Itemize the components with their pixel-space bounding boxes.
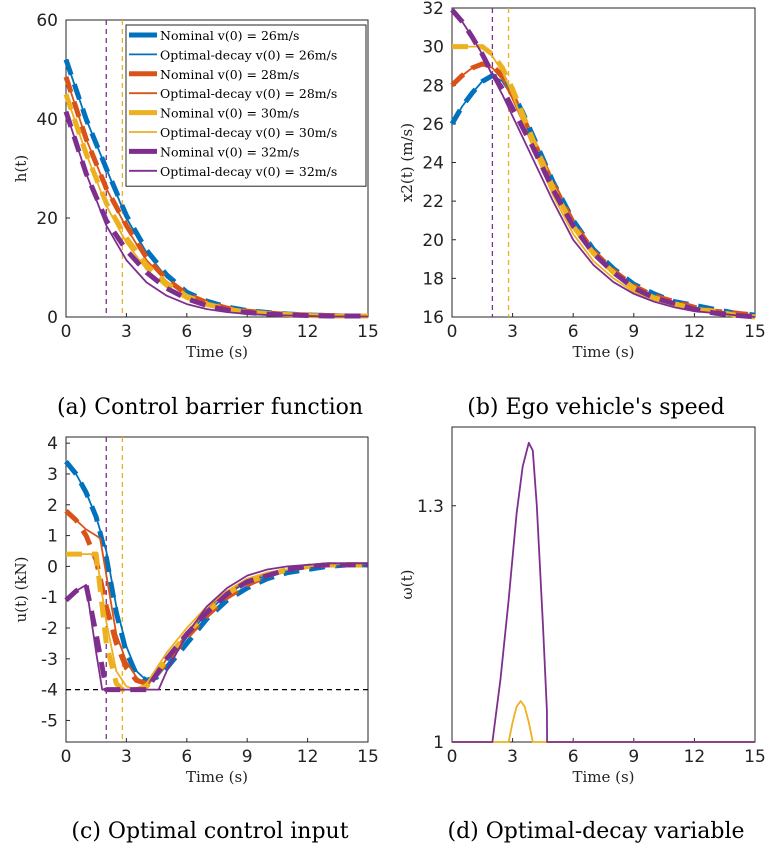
legend-box bbox=[125, 24, 367, 187]
y-tick-label: 32 bbox=[422, 0, 444, 19]
x-tick-label: 6 bbox=[181, 322, 192, 342]
y-tick-label: 22 bbox=[422, 192, 444, 212]
x-tick-label: 0 bbox=[61, 747, 72, 767]
y-tick-label: 60 bbox=[36, 11, 58, 31]
x-axis-label: Time (s) bbox=[186, 768, 248, 786]
y-tick-label: -2 bbox=[41, 619, 58, 639]
x-tick-label: 15 bbox=[744, 747, 766, 767]
series-line-blue-nominal bbox=[449, 73, 756, 318]
y-tick-label: 20 bbox=[422, 231, 444, 251]
x-axis-label: Time (s) bbox=[572, 768, 634, 786]
legend-label: Nominal v(0) = 26m/s bbox=[160, 28, 299, 43]
x-tick-label: 6 bbox=[568, 322, 579, 342]
y-tick-label: 24 bbox=[422, 154, 444, 174]
x-tick-label: 15 bbox=[357, 747, 379, 767]
y-tick-label: 2 bbox=[47, 496, 58, 516]
x-tick-label: 0 bbox=[61, 322, 72, 342]
y-tick-label: 1.3 bbox=[417, 497, 444, 517]
x-tick-label: 12 bbox=[684, 747, 706, 767]
series-line-purple-optimal bbox=[65, 111, 368, 318]
x-tick-label: 9 bbox=[242, 322, 253, 342]
x-tick-label: 3 bbox=[507, 322, 518, 342]
series-line-blue-nominal bbox=[64, 460, 368, 683]
x-tick-label: 0 bbox=[447, 322, 458, 342]
x-tick-label: 3 bbox=[121, 322, 132, 342]
panel-a-chart: 0 3 6 9 12 15 0 20 40 60 Time (s) h(t) Nominal v(0) … bbox=[12, 11, 379, 361]
series-line-yellow-optimal bbox=[452, 700, 755, 743]
y-tick-label: 16 bbox=[422, 308, 444, 328]
caption-c: (c) Optimal control input bbox=[71, 819, 348, 844]
axes-frame bbox=[65, 19, 369, 318]
x-tick-label: 3 bbox=[507, 747, 518, 767]
y-tick-label: 18 bbox=[422, 269, 444, 289]
x-tick-label: 9 bbox=[628, 747, 639, 767]
y-tick-label: 30 bbox=[422, 38, 444, 58]
panel-d-chart: 0 3 6 9 12 15 1 1.3 Time (s) ω(t) bbox=[398, 426, 766, 786]
y-axis-label: ω(t) bbox=[398, 570, 416, 600]
legend-label: Optimal-decay v(0) = 26m/s bbox=[160, 47, 337, 62]
x-tick-label: 12 bbox=[297, 322, 319, 342]
legend-label: Nominal v(0) = 28m/s bbox=[160, 67, 299, 82]
x-tick-label: 3 bbox=[121, 747, 132, 767]
caption-d: (d) Optimal-decay variable bbox=[448, 819, 745, 844]
y-tick-label: -5 bbox=[41, 711, 58, 731]
y-tick-label: 28 bbox=[422, 76, 444, 96]
x-tick-label: 15 bbox=[357, 322, 379, 342]
y-tick-label: -4 bbox=[41, 681, 58, 701]
caption-a: (a) Control barrier function bbox=[57, 395, 363, 420]
y-axis-label: x2(t) (m/s) bbox=[398, 123, 416, 202]
caption-b: (b) Ego vehicle's speed bbox=[467, 395, 724, 420]
series-line-purple-nominal bbox=[64, 562, 368, 693]
series-line-red-optimal bbox=[451, 63, 756, 316]
legend-label: Nominal v(0) = 32m/s bbox=[160, 144, 299, 159]
x-tick-label: 6 bbox=[181, 747, 192, 767]
x-tick-label: 9 bbox=[242, 747, 253, 767]
y-tick-label: 1 bbox=[433, 733, 444, 753]
y-tick-label: 26 bbox=[422, 115, 444, 135]
x-tick-label: 0 bbox=[447, 747, 458, 767]
series-line-purple-nominal bbox=[450, 8, 756, 320]
x-axis-label: Time (s) bbox=[572, 343, 634, 361]
y-tick-label: -3 bbox=[41, 650, 58, 670]
axes-frame bbox=[65, 436, 369, 743]
series-line-purple-optimal bbox=[451, 9, 756, 318]
x-tick-label: 12 bbox=[684, 322, 706, 342]
x-tick-label: 9 bbox=[628, 322, 639, 342]
legend-label: Optimal-decay v(0) = 28m/s bbox=[160, 86, 337, 101]
y-axis-label: h(t) bbox=[12, 155, 30, 182]
legend-label: Nominal v(0) = 30m/s bbox=[160, 106, 299, 121]
x-axis-label: Time (s) bbox=[186, 343, 248, 361]
y-tick-label: 0 bbox=[47, 308, 58, 328]
y-tick-label: 20 bbox=[36, 209, 58, 229]
y-tick-label: -1 bbox=[41, 588, 58, 608]
y-tick-label: 40 bbox=[36, 110, 58, 130]
y-axis-label: u(t) (kN) bbox=[12, 556, 30, 622]
legend-label: Optimal-decay v(0) = 30m/s bbox=[160, 125, 337, 140]
series-line-red-nominal bbox=[450, 61, 756, 318]
y-tick-label: 1 bbox=[47, 527, 58, 547]
y-tick-label: 0 bbox=[47, 557, 58, 577]
legend-label: Optimal-decay v(0) = 32m/s bbox=[160, 164, 337, 179]
x-tick-label: 12 bbox=[297, 747, 319, 767]
series-line-purple-optimal bbox=[65, 562, 368, 691]
y-tick-label: 4 bbox=[47, 434, 58, 454]
panel-b-chart: 0 3 6 9 12 15 16 18 20 22 24 26 28 30 32 Time (s) x2(t) … bbox=[398, 0, 766, 361]
series-line-blue-optimal bbox=[451, 74, 756, 316]
x-tick-label: 6 bbox=[568, 747, 579, 767]
axes-frame bbox=[451, 426, 756, 743]
y-tick-label: 3 bbox=[47, 465, 58, 485]
series-line-purple-nominal bbox=[63, 110, 368, 319]
series-line-purple-optimal bbox=[452, 441, 755, 743]
x-tick-label: 15 bbox=[744, 322, 766, 342]
